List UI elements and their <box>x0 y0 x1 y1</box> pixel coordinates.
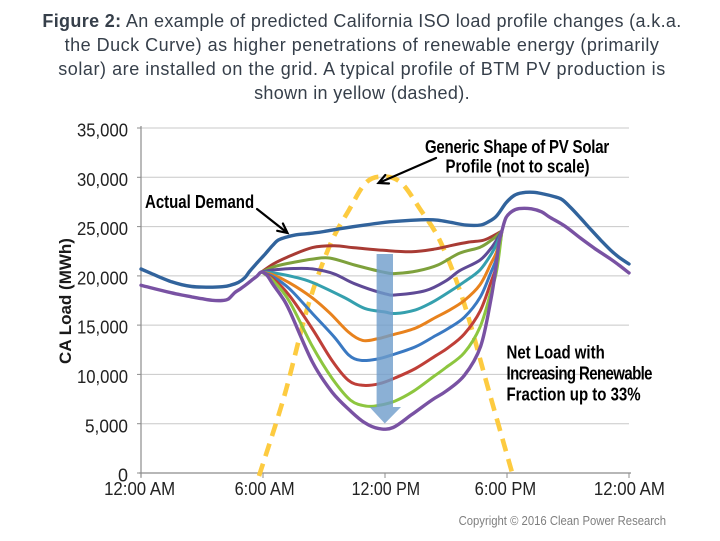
svg-text:0: 0 <box>118 464 128 485</box>
svg-text:6:00 PM: 6:00 PM <box>475 478 537 499</box>
svg-text:20,000: 20,000 <box>77 267 128 288</box>
svg-text:Fraction up to 33%: Fraction up to 33% <box>507 384 641 405</box>
svg-text:15,000: 15,000 <box>77 316 128 337</box>
svg-text:CA Load (MWh): CA Load (MWh) <box>56 238 75 364</box>
svg-text:Copyright © 2016 Clean Power R: Copyright © 2016 Clean Power Research <box>459 513 666 528</box>
svg-text:Figure 2: An example of predic: Figure 2: An example of predicted Califo… <box>42 11 681 31</box>
svg-text:solar) are installed on the gr: solar) are installed on the grid. A typi… <box>58 59 666 79</box>
svg-text:Increasing Renewable: Increasing Renewable <box>507 363 653 384</box>
svg-text:6:00 AM: 6:00 AM <box>235 478 295 499</box>
svg-text:Net Load with: Net Load with <box>507 342 605 363</box>
svg-text:25,000: 25,000 <box>77 218 128 239</box>
svg-text:5,000: 5,000 <box>85 415 128 436</box>
svg-text:12:00 AM: 12:00 AM <box>594 478 665 499</box>
svg-text:12:00 PM: 12:00 PM <box>352 478 421 499</box>
svg-text:Generic Shape of PV Solar: Generic Shape of PV Solar <box>425 136 610 157</box>
svg-text:12:00 AM: 12:00 AM <box>104 478 175 499</box>
svg-text:shown in yellow (dashed).: shown in yellow (dashed). <box>254 83 470 103</box>
svg-text:Actual Demand: Actual Demand <box>145 191 254 212</box>
svg-text:35,000: 35,000 <box>77 119 128 140</box>
svg-text:the Duck Curve) as higher pene: the Duck Curve) as higher penetrations o… <box>65 35 660 55</box>
svg-text:30,000: 30,000 <box>77 169 128 190</box>
svg-text:Profile (not to scale): Profile (not to scale) <box>445 156 589 177</box>
svg-text:10,000: 10,000 <box>77 366 128 387</box>
